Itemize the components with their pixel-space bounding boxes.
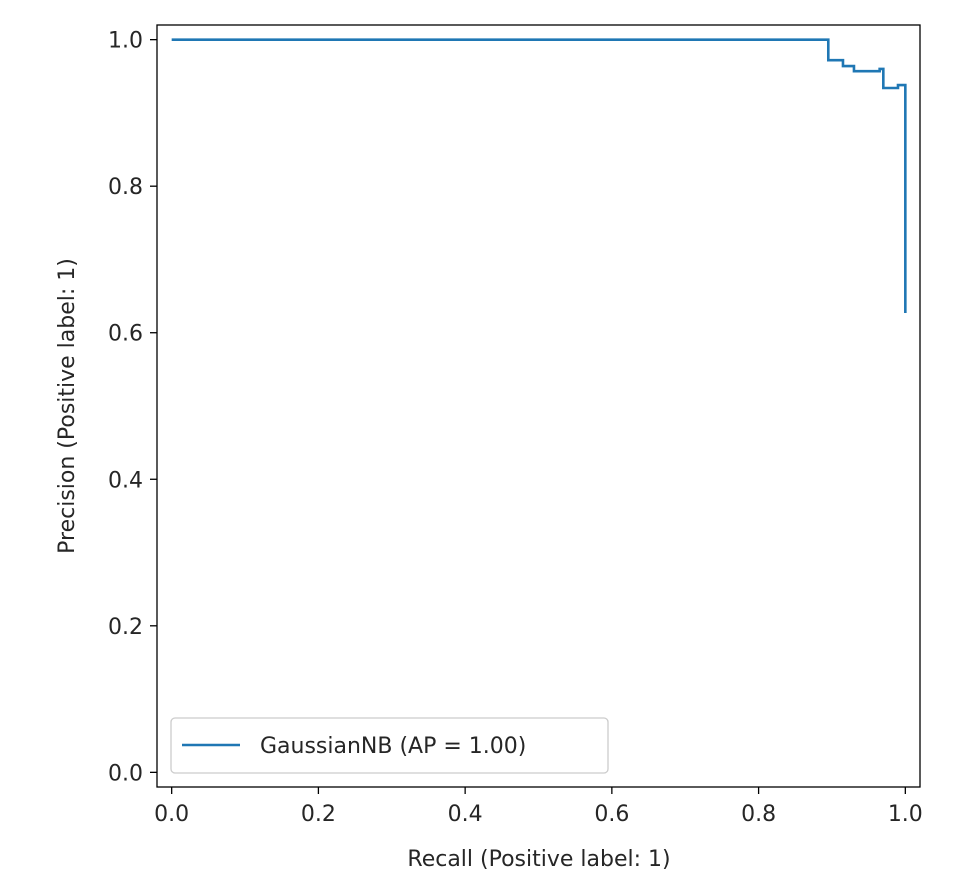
legend-box xyxy=(170,717,609,774)
x-axis-label: Recall (Positive label: 1) xyxy=(407,847,670,872)
curve-layer xyxy=(171,38,907,313)
y-tick-label: 0.6 xyxy=(108,322,143,347)
y-tick-label: 1.0 xyxy=(108,29,143,54)
y-tick-label: 0.0 xyxy=(108,761,143,786)
x-tick-label: 0.2 xyxy=(301,802,336,827)
y-tick-label: 0.8 xyxy=(108,175,143,200)
x-tick-label: 0.8 xyxy=(741,802,776,827)
y-axis-ticks: 0.0 0.2 0.4 0.6 0.8 1.0 xyxy=(108,29,157,786)
y-axis-label: Precision (Positive label: 1) xyxy=(55,258,80,554)
x-tick-label: 0.6 xyxy=(594,802,629,827)
plot-area-frame xyxy=(156,24,921,788)
y-tick-label: 0.2 xyxy=(108,615,143,640)
x-tick-label: 0.0 xyxy=(154,802,189,827)
x-axis-ticks: 0.0 0.2 0.4 0.6 0.8 1.0 xyxy=(154,787,923,827)
x-tick-label: 0.4 xyxy=(448,802,483,827)
x-tick-label: 1.0 xyxy=(888,802,923,827)
legend: GaussianNB (AP = 1.00) xyxy=(170,717,609,774)
pr-curve-line xyxy=(171,38,907,313)
legend-label: GaussianNB (AP = 1.00) xyxy=(260,734,526,759)
y-tick-label: 0.4 xyxy=(108,468,143,493)
